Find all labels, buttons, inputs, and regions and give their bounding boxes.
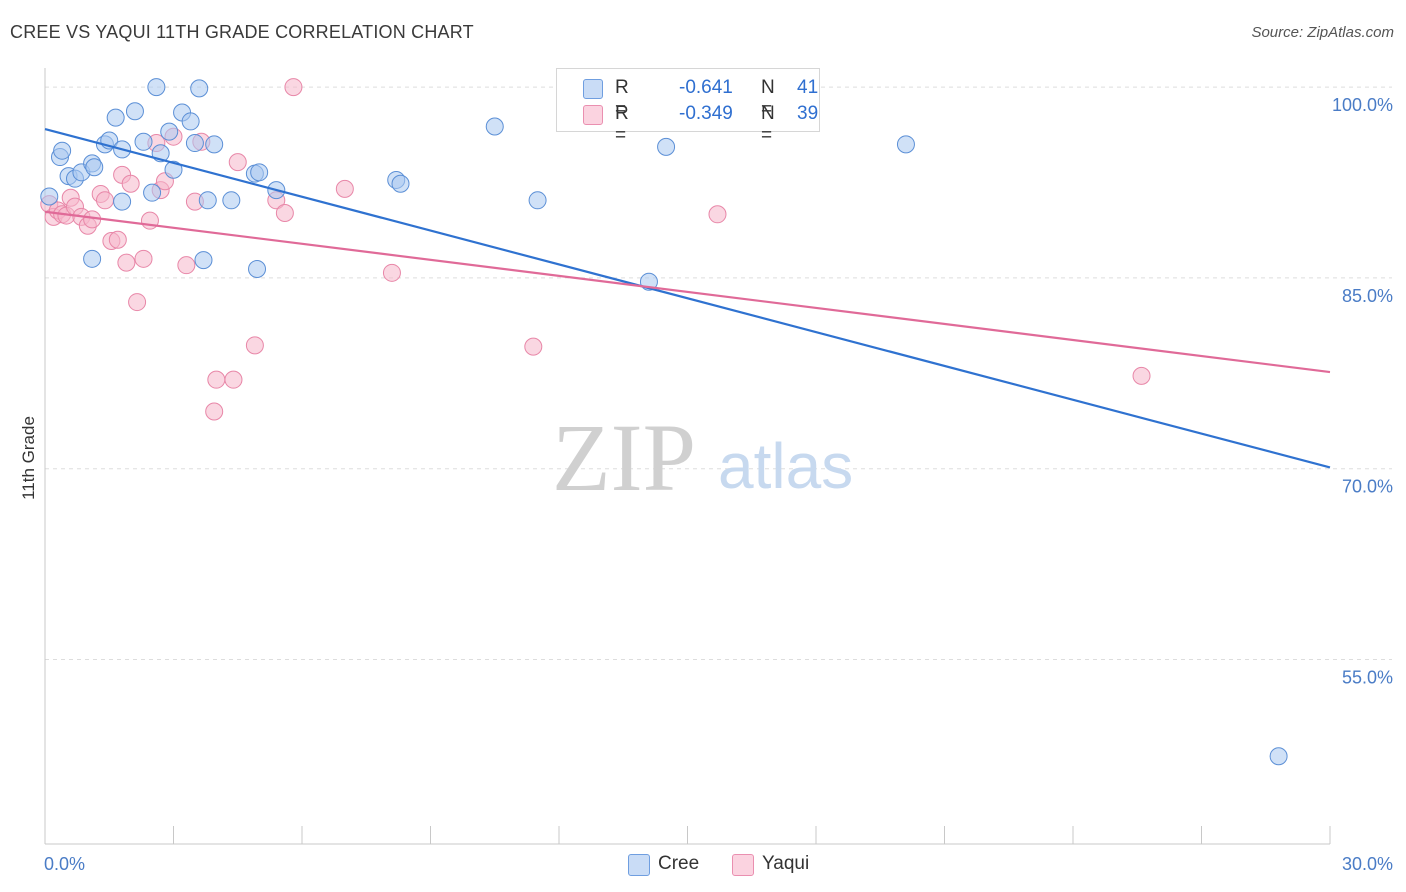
y-tick-label: 100.0% xyxy=(1332,95,1393,115)
n-value: 41 xyxy=(797,77,819,98)
cree-point xyxy=(147,78,166,97)
yaqui-point xyxy=(95,191,114,210)
cree-point xyxy=(248,259,267,278)
yaqui-point xyxy=(284,78,303,97)
trend-lines xyxy=(44,127,1331,469)
yaqui-point xyxy=(1132,366,1151,385)
n-label: N = xyxy=(761,77,775,120)
cree-point xyxy=(164,160,183,179)
r-label: R = xyxy=(615,77,629,120)
n-value: 39 xyxy=(797,103,819,124)
yaqui-point xyxy=(205,402,224,421)
stats-legend: R = -0.641 N = 41 R = -0.349 N = 39 xyxy=(556,68,820,146)
cree-point xyxy=(185,134,204,153)
yaqui-point xyxy=(207,370,226,389)
x-tick-label-min: 0.0% xyxy=(44,854,85,874)
chart-title: CREE VS YAQUI 11TH GRADE CORRELATION CHA… xyxy=(10,22,474,42)
cree-legend-swatch xyxy=(628,854,650,876)
n-label: N = xyxy=(761,103,775,146)
yaqui-point xyxy=(117,253,136,272)
yaqui-trend-line xyxy=(44,210,1331,374)
cree-point xyxy=(85,158,104,177)
yaqui-point xyxy=(275,204,294,223)
yaqui-point xyxy=(245,336,264,355)
yaqui-point xyxy=(177,256,196,275)
cree-legend-label: Cree xyxy=(658,853,700,874)
cree-point xyxy=(250,163,269,182)
cree-point xyxy=(125,102,144,121)
y-tick-label: 70.0% xyxy=(1342,477,1393,497)
x-tick-label-max: 30.0% xyxy=(1342,854,1393,874)
yaqui-point xyxy=(128,293,147,312)
cree-point xyxy=(181,112,200,131)
y-tick-label: 55.0% xyxy=(1342,668,1393,688)
cree-swatch xyxy=(583,79,603,99)
y-tick-label: 85.0% xyxy=(1342,286,1393,306)
yaqui-legend-swatch xyxy=(732,854,754,876)
cree-point xyxy=(53,141,72,160)
y-tick-labels: 100.0% 85.0% 70.0% 55.0% xyxy=(1332,95,1393,687)
cree-point xyxy=(83,249,102,268)
cree-point xyxy=(657,137,676,156)
yaqui-point xyxy=(228,153,247,172)
cree-point xyxy=(528,191,547,210)
r-value: -0.349 xyxy=(679,103,733,124)
watermark-atlas: atlas xyxy=(718,430,853,502)
cree-point xyxy=(134,132,153,151)
cree-point xyxy=(205,135,224,154)
x-ticks xyxy=(173,826,1331,844)
cree-point xyxy=(485,117,504,136)
cree-point xyxy=(160,122,179,141)
cree-point xyxy=(113,192,132,211)
yaqui-point xyxy=(708,205,727,224)
yaqui-legend-label: Yaqui xyxy=(762,853,810,874)
cree-point xyxy=(106,108,125,127)
y-axis-label: 11th Grade xyxy=(19,416,38,500)
cree-point xyxy=(194,251,213,270)
cree-point xyxy=(40,187,59,206)
source-note: Source: ZipAtlas.com xyxy=(1251,24,1394,41)
yaqui-swatch xyxy=(583,105,603,125)
yaqui-point xyxy=(134,249,153,268)
yaqui-point xyxy=(335,179,354,198)
cree-point xyxy=(198,191,217,210)
r-value: -0.641 xyxy=(679,77,733,98)
cree-point xyxy=(391,174,410,193)
yaqui-point xyxy=(524,337,543,356)
yaqui-point xyxy=(382,263,401,282)
watermark-zip: ZIP xyxy=(552,404,696,511)
cree-point xyxy=(190,79,209,98)
cree-point xyxy=(222,191,241,210)
yaqui-point xyxy=(121,174,140,193)
cree-point xyxy=(1269,747,1288,766)
r-label: R = xyxy=(615,103,629,146)
cree-point xyxy=(143,183,162,202)
cree-trend-line xyxy=(44,127,1331,469)
yaqui-point xyxy=(224,370,243,389)
yaqui-point xyxy=(108,230,127,249)
cree-point xyxy=(896,135,915,154)
